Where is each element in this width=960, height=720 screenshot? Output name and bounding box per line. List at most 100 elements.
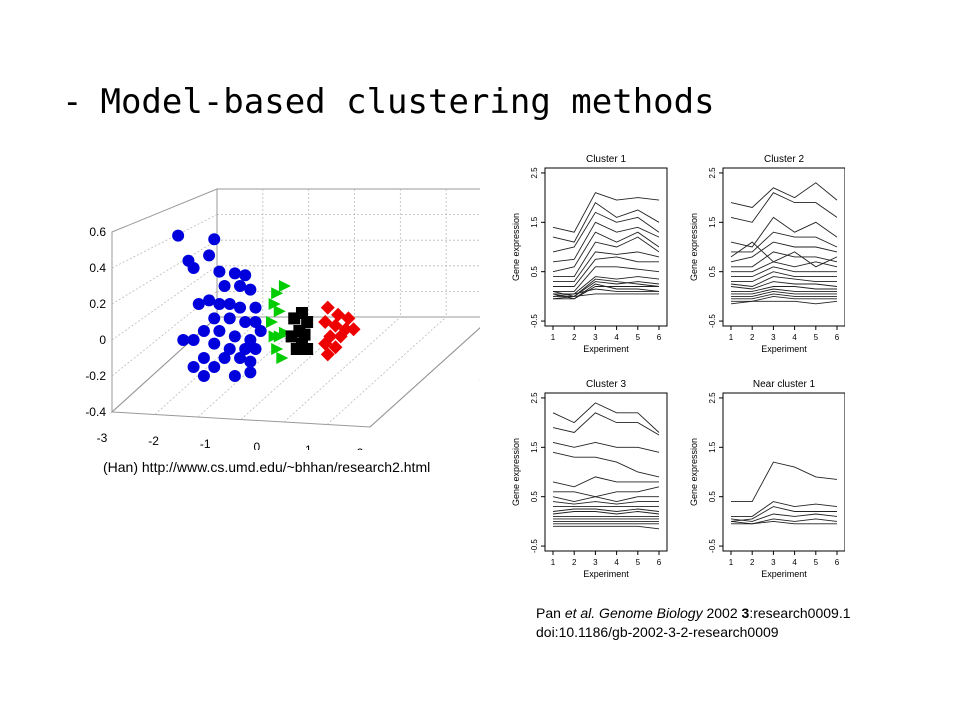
x-tick-label: 1 bbox=[305, 443, 312, 450]
data-point-circle bbox=[228, 267, 241, 280]
data-point-circle bbox=[218, 280, 231, 292]
x-tick-label: 2 bbox=[357, 446, 364, 450]
series-line bbox=[731, 261, 838, 273]
data-point-circle bbox=[208, 233, 221, 246]
series-line bbox=[730, 506, 837, 522]
series-line bbox=[552, 221, 660, 263]
series-line bbox=[552, 283, 660, 300]
series-line bbox=[553, 486, 660, 498]
data-point-triangle bbox=[266, 316, 278, 328]
x-tick-label: -3 bbox=[97, 431, 108, 445]
data-point-triangle bbox=[273, 305, 286, 318]
data-point-circle bbox=[177, 334, 190, 346]
citation-article: :research0009.1 bbox=[749, 605, 851, 621]
x-axis-label: Experiment bbox=[583, 344, 629, 354]
citation-etal: et al. bbox=[564, 605, 596, 621]
series-line bbox=[553, 266, 660, 292]
left-grid bbox=[111, 214, 218, 269]
data-point-circle bbox=[223, 312, 236, 325]
y-tick-label: 1.5 bbox=[530, 216, 539, 228]
y-axis-label: Gene expression bbox=[511, 438, 521, 506]
series-line bbox=[552, 511, 660, 515]
z-tick-label: -0.4 bbox=[85, 405, 106, 419]
x-tick-label: 1 bbox=[551, 333, 556, 342]
panel-frame bbox=[722, 392, 845, 552]
citation-journal: Genome Biology bbox=[595, 605, 703, 621]
x-axis-label: Experiment bbox=[761, 344, 807, 354]
series-line bbox=[731, 286, 837, 292]
z-tick-label: 0.4 bbox=[89, 261, 106, 275]
series-line bbox=[731, 288, 837, 295]
series-line bbox=[730, 513, 838, 522]
data-point-diamond bbox=[338, 322, 353, 337]
citation-doi: doi:10.1186/gb-2002-3-2-research0009 bbox=[536, 624, 779, 640]
x-tick-label: 5 bbox=[636, 558, 641, 567]
right-edge bbox=[369, 327, 480, 428]
y-axis-label: Gene expression bbox=[511, 213, 521, 281]
series-lines bbox=[552, 192, 660, 300]
z-tick-label: 0 bbox=[99, 333, 106, 347]
series-line bbox=[552, 501, 659, 505]
data-point-circle bbox=[254, 325, 267, 337]
panel-title: Near cluster 1 bbox=[753, 379, 816, 390]
y-tick-label: 1 bbox=[479, 369, 480, 383]
x-tick-label: 0 bbox=[253, 440, 260, 450]
y-tick-label: 2.5 bbox=[708, 167, 717, 179]
series-line bbox=[731, 501, 838, 517]
x-tick-label: 3 bbox=[771, 333, 776, 342]
cluster-panel: Cluster 1 -0.5 0.5 1.5 2.5 1 2 3 4 5 6 Experiment Ge… bbox=[511, 154, 668, 354]
data-point-circle bbox=[208, 337, 221, 350]
series-line bbox=[552, 201, 660, 243]
series-line bbox=[552, 412, 660, 436]
series-line bbox=[552, 293, 659, 300]
citation-author: Pan bbox=[536, 605, 565, 621]
series-line bbox=[730, 520, 837, 525]
data-point-circle bbox=[239, 269, 252, 282]
data-point-circle bbox=[234, 352, 247, 364]
x-tick-label: -1 bbox=[200, 437, 211, 450]
cluster-panel: Near cluster 1 -0.5 0.5 1.5 2.5 1 2 3 4 5 6 Experim… bbox=[689, 379, 845, 579]
cluster-panel: Cluster 2 -0.5 0.5 1.5 2.5 1 2 3 4 5 6 Experiment Ge… bbox=[689, 154, 845, 354]
title-bullet: - bbox=[62, 82, 83, 122]
data-point-circle bbox=[234, 280, 247, 292]
data-point-circle bbox=[187, 262, 200, 274]
series-line bbox=[730, 216, 838, 248]
y-tick-label: 1.5 bbox=[708, 216, 717, 228]
y-tick-label: 1.5 bbox=[530, 441, 539, 453]
panel-frame bbox=[722, 167, 845, 327]
series-line bbox=[731, 293, 837, 300]
y-tick-label: 0.5 bbox=[530, 266, 539, 278]
data-point-triangle bbox=[268, 298, 281, 310]
series-line bbox=[552, 192, 660, 233]
left-grid bbox=[111, 239, 218, 305]
scatter-3d-box bbox=[110, 188, 480, 428]
series-lines bbox=[552, 402, 660, 530]
data-point-square bbox=[290, 343, 303, 355]
panel-title: Cluster 3 bbox=[586, 379, 626, 390]
y-tick-label: 0.5 bbox=[708, 266, 717, 278]
data-point-circle bbox=[197, 325, 210, 337]
data-point-diamond bbox=[328, 340, 343, 355]
series-line bbox=[553, 256, 659, 287]
series-line bbox=[552, 288, 659, 297]
han-caption: (Han) http://www.cs.umd.edu/~bhhan/resea… bbox=[103, 459, 431, 475]
panel-frame bbox=[544, 167, 668, 327]
y-tick-label: 2.5 bbox=[530, 167, 539, 179]
data-point-circle bbox=[192, 298, 205, 310]
x-tick-label: 4 bbox=[792, 333, 797, 342]
cluster-panel: Cluster 3 -0.5 0.5 1.5 2.5 1 2 3 4 5 6 Experiment Ge… bbox=[511, 379, 668, 579]
floor-grid bbox=[326, 316, 447, 425]
series-line bbox=[552, 508, 660, 512]
x-tick-label: 5 bbox=[814, 558, 819, 567]
cluster-line-panels: Cluster 1 -0.5 0.5 1.5 2.5 1 2 3 4 5 6 Experiment Ge… bbox=[511, 154, 845, 579]
x-tick-label: 5 bbox=[814, 333, 819, 342]
x-axis-label: Experiment bbox=[583, 569, 629, 579]
series-line bbox=[730, 300, 838, 305]
citation-year: 2002 bbox=[702, 605, 742, 621]
series-line bbox=[552, 402, 660, 433]
x-tick-label: 2 bbox=[750, 558, 755, 567]
y-axis-label: Gene expression bbox=[689, 213, 699, 281]
series-line bbox=[552, 441, 660, 453]
z-tick-label: -0.2 bbox=[85, 369, 106, 383]
data-point-circle bbox=[228, 370, 241, 382]
